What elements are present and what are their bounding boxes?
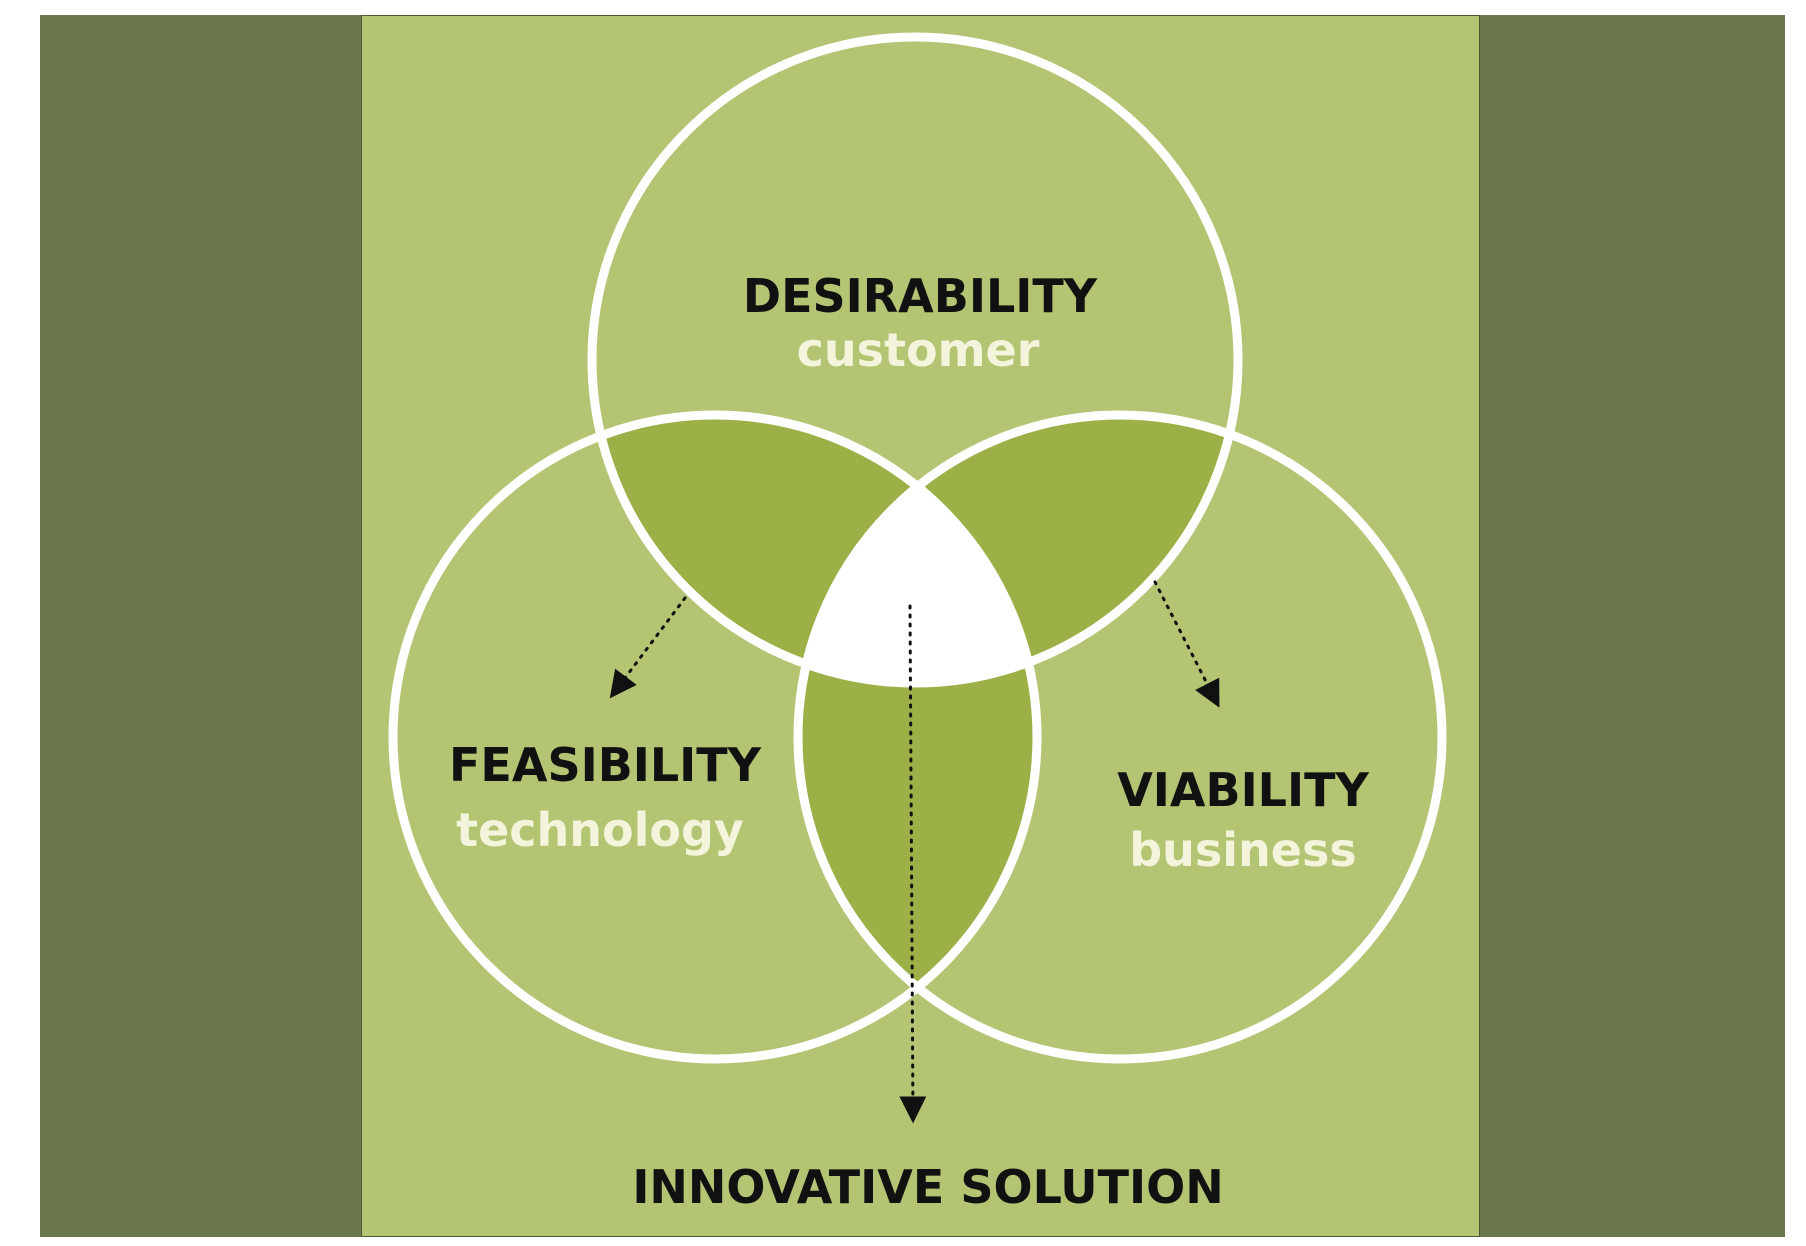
feasibility-subtitle: technology: [456, 803, 744, 857]
desirability-subtitle: customer: [797, 323, 1040, 377]
arrow-to-viability: [1153, 580, 1220, 708]
feasibility-title: FEASIBILITY: [449, 738, 762, 792]
viability-circle: [793, 410, 1447, 1064]
viability-title: VIABILITY: [1117, 763, 1369, 817]
arrow-to-feasibility: [609, 596, 687, 699]
desirability-circle: [587, 32, 1243, 688]
left-side-band: [40, 15, 362, 1237]
right-side-band: [1480, 15, 1785, 1237]
feasibility-circle: [388, 410, 1042, 1064]
desirability-title: DESIRABILITY: [743, 269, 1098, 323]
viability-subtitle: business: [1129, 823, 1357, 877]
triple-overlap-innovation-zone: [798, 415, 1037, 683]
innovative-solution-label: INNOVATIVE SOLUTION: [632, 1160, 1223, 1214]
